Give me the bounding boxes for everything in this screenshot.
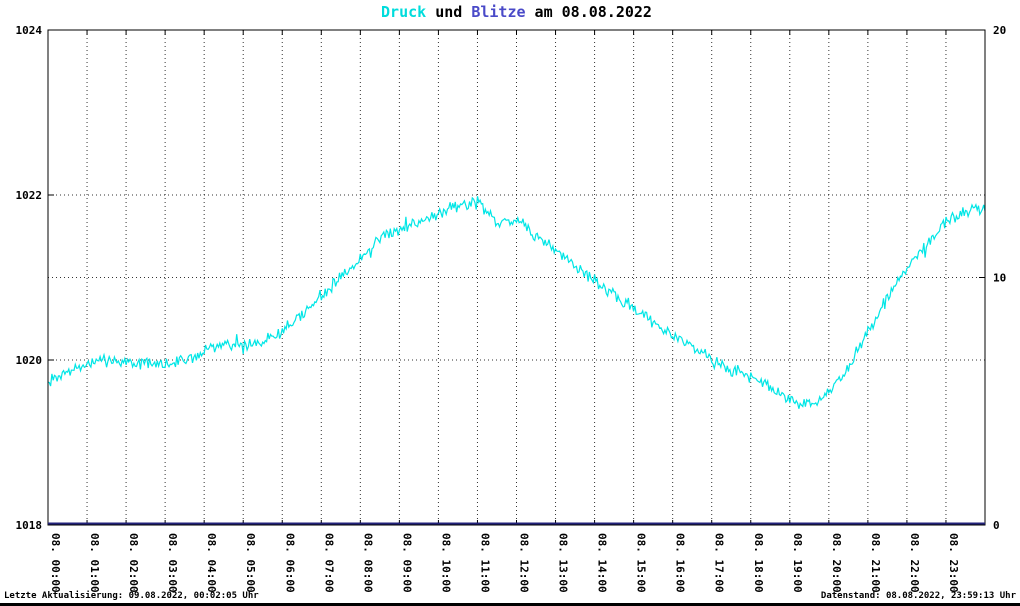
x-tick-label: 08. 17:00 xyxy=(713,533,726,593)
y-right-labels: 0 10 20 xyxy=(993,24,1006,532)
chart-title-druck: Druck xyxy=(381,3,427,21)
x-tick-label: 08. 07:00 xyxy=(322,533,335,593)
x-tick-label: 08. 22:00 xyxy=(908,533,921,593)
y-left-label: 1020 xyxy=(16,354,43,367)
y-right-label: 10 xyxy=(993,272,1006,285)
x-tick-label: 08. 14:00 xyxy=(596,533,609,593)
y-left-label: 1018 xyxy=(16,519,43,532)
y-right-label: 20 xyxy=(993,24,1006,37)
y-left-label: 1022 xyxy=(16,189,43,202)
x-tick-label: 08. 09:00 xyxy=(400,533,413,593)
x-tick-label: 08. 16:00 xyxy=(674,533,687,593)
x-tick-label: 08. 06:00 xyxy=(283,533,296,593)
last-update-text: Letzte Aktualisierung: 09.08.2022, 00:02… xyxy=(4,591,259,601)
x-tick-label: 08. 08:00 xyxy=(361,533,374,593)
x-tick-label: 08. 18:00 xyxy=(752,533,765,593)
y-left-labels: 1018 1020 1022 1024 xyxy=(16,24,43,532)
chart-title-blitze: Blitze xyxy=(471,3,526,21)
x-axis-tick-labels: 08. 00:00 08. 01:00 08. 02:00 08. 03:00 08. … xyxy=(49,533,960,593)
chart-title: Druck und Blitze am 08.08.2022 xyxy=(48,3,985,21)
x-tick-label: 08. 01:00 xyxy=(88,533,101,593)
x-tick-label: 08. 11:00 xyxy=(478,533,491,593)
x-tick-label: 08. 00:00 xyxy=(49,533,62,593)
data-timestamp-text: Datenstand: 08.08.2022, 23:59:13 Uhr xyxy=(820,591,1016,601)
x-tick-label: 08. 15:00 xyxy=(635,533,648,593)
y-left-label: 1024 xyxy=(16,24,43,37)
chart-title-und: und xyxy=(426,3,472,21)
chart-title-date: am 08.08.2022 xyxy=(525,3,652,21)
druck-pressure-line xyxy=(47,196,986,409)
x-tick-label: 08. 04:00 xyxy=(205,533,218,593)
x-tick-label: 08. 13:00 xyxy=(557,533,570,593)
x-tick-label: 08. 23:00 xyxy=(947,533,960,593)
x-tick-label: 08. 05:00 xyxy=(244,533,257,593)
x-tick-label: 08. 12:00 xyxy=(518,533,531,593)
x-tick-label: 08. 20:00 xyxy=(830,533,843,593)
y-right-label: 0 xyxy=(993,519,1000,532)
x-tick-label: 08. 19:00 xyxy=(791,533,804,593)
grid-lines xyxy=(48,30,985,525)
x-tick-label: 08. 21:00 xyxy=(869,533,882,593)
x-tick-label: 08. 03:00 xyxy=(166,533,179,593)
x-tick-label: 08. 02:00 xyxy=(127,533,140,593)
x-tick-label: 08. 10:00 xyxy=(439,533,452,593)
